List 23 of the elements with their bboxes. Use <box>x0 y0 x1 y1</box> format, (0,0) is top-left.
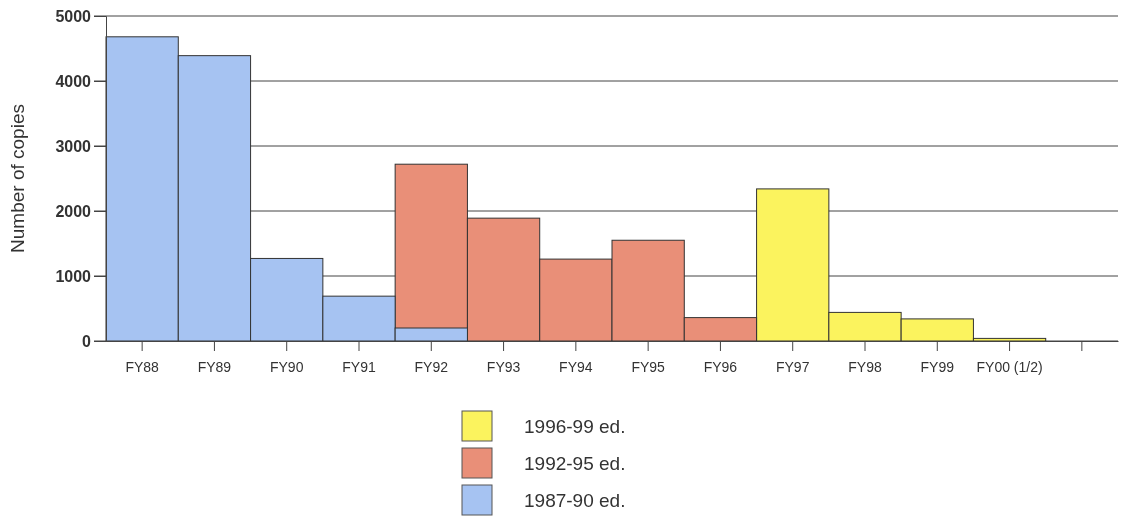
x-tick-label: FY90 <box>269 359 304 376</box>
y-tick-label: 1000 <box>55 267 92 285</box>
legend-label: 1987-90 ed. <box>524 490 626 511</box>
y-tick-label: 4000 <box>55 72 92 90</box>
legend-label: 1992-95 ed. <box>524 453 626 474</box>
y-tick-label: 5000 <box>55 7 92 25</box>
x-tick-label: FY88 <box>125 359 160 376</box>
y-axis-title: Number of copies <box>7 104 28 253</box>
x-tick-label: FY98 <box>848 359 882 376</box>
x-tick-label: FY93 <box>486 359 521 376</box>
y-tick-label: 0 <box>82 332 92 350</box>
x-tick-label: FY00 (1/2) <box>976 359 1043 376</box>
x-tick-label: FY94 <box>559 359 593 376</box>
legend-label: 1996-99 ed. <box>524 416 626 437</box>
x-tick-label: FY96 <box>703 359 738 376</box>
x-tick-label: FY89 <box>197 359 232 376</box>
x-tick-label: FY91 <box>342 359 376 376</box>
x-tick-label: FY95 <box>631 359 666 376</box>
y-tick-label: 3000 <box>55 137 92 155</box>
x-tick-label: FY99 <box>920 359 955 376</box>
x-tick-label: FY97 <box>775 359 810 376</box>
y-tick-label: 2000 <box>55 202 92 220</box>
x-tick-label: FY92 <box>414 359 449 376</box>
